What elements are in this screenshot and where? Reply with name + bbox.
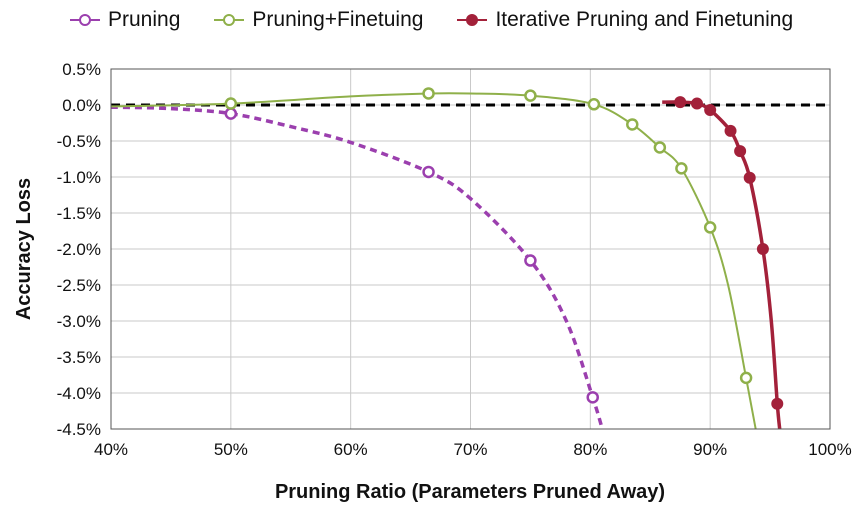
- series-line-pruning-finetuning: [111, 92, 757, 429]
- series-line-iterative: [662, 100, 782, 429]
- data-point-iterative[interactable]: [756, 243, 769, 255]
- data-point-iterative[interactable]: [674, 96, 687, 109]
- data-point-pruning[interactable]: [524, 254, 537, 267]
- legend-item-pruning-finetuning[interactable]: Pruning+Finetuing: [214, 8, 423, 32]
- x-tick-label: 80%: [573, 440, 607, 459]
- legend-marker-iterative: [457, 12, 488, 28]
- series-line-pruning: [111, 105, 604, 429]
- data-point-iterative[interactable]: [743, 171, 756, 184]
- legend-marker-pruning-finetuning: [214, 12, 245, 28]
- legend-label-pruning-finetuning: Pruning+Finetuing: [252, 8, 424, 31]
- legend: Pruning Pruning+Finetuing Iterative Prun…: [70, 8, 793, 32]
- y-tick-label: -1.5%: [57, 204, 101, 223]
- data-point-pruning-finetuning[interactable]: [224, 97, 238, 110]
- data-point-pruning-finetuning[interactable]: [422, 87, 435, 100]
- x-tick-label: 100%: [808, 440, 851, 459]
- data-point-pruning-finetuning[interactable]: [626, 118, 639, 131]
- data-point-pruning-finetuning[interactable]: [524, 89, 537, 102]
- y-tick-label: -0.5%: [57, 132, 101, 151]
- y-tick-label: 0.5%: [62, 60, 101, 79]
- grid: [110, 68, 831, 430]
- series-lines: [111, 92, 782, 429]
- x-tick-label: 70%: [453, 440, 487, 459]
- y-tick-label: 0.0%: [62, 96, 101, 115]
- data-point-iterative[interactable]: [734, 145, 747, 158]
- y-tick-label: -2.5%: [57, 276, 101, 295]
- data-point-pruning[interactable]: [422, 165, 435, 179]
- legend-marker-pruning: [70, 12, 100, 28]
- data-point-pruning[interactable]: [586, 391, 599, 404]
- data-point-pruning-finetuning[interactable]: [675, 162, 688, 175]
- x-axis-title: Pruning Ratio (Parameters Pruned Away): [275, 481, 665, 503]
- data-point-pruning[interactable]: [224, 107, 238, 120]
- data-point-iterative[interactable]: [690, 97, 703, 110]
- y-tick-label: -3.5%: [57, 348, 101, 367]
- plot-frame: [110, 68, 831, 430]
- data-point-pruning-finetuning[interactable]: [739, 371, 753, 385]
- data-point-pruning-finetuning[interactable]: [653, 141, 667, 154]
- y-tick-label: -1.0%: [57, 168, 101, 187]
- data-point-pruning-finetuning[interactable]: [587, 98, 601, 111]
- x-tick-label: 60%: [334, 440, 368, 459]
- data-point-iterative[interactable]: [704, 104, 717, 117]
- legend-label-iterative: Iterative Pruning and Finetuning: [495, 8, 794, 31]
- data-point-iterative[interactable]: [724, 124, 737, 137]
- data-point-iterative[interactable]: [771, 397, 784, 410]
- x-tick-label: 90%: [693, 440, 727, 459]
- legend-item-iterative[interactable]: Iterative Pruning and Finetuning: [457, 8, 793, 32]
- x-tick-label: 40%: [94, 440, 128, 459]
- legend-item-pruning[interactable]: Pruning: [70, 8, 180, 32]
- x-axis-ticks: 40% 50% 60% 70% 80% 90% 100%: [94, 440, 852, 459]
- series-markers: [224, 87, 784, 410]
- y-tick-label: -2.0%: [57, 240, 101, 259]
- y-tick-label: -3.0%: [57, 312, 101, 331]
- y-tick-label: -4.5%: [57, 420, 101, 439]
- y-axis-title: Accuracy Loss: [13, 178, 35, 320]
- data-point-pruning-finetuning[interactable]: [703, 221, 717, 234]
- x-tick-label: 50%: [214, 440, 248, 459]
- y-axis-ticks: 0.5% 0.0% -0.5% -1.0% -1.5% -2.0% -2.5% -3.0% -3…: [57, 60, 101, 439]
- y-tick-label: -4.0%: [57, 384, 101, 403]
- legend-label-pruning: Pruning: [108, 8, 181, 31]
